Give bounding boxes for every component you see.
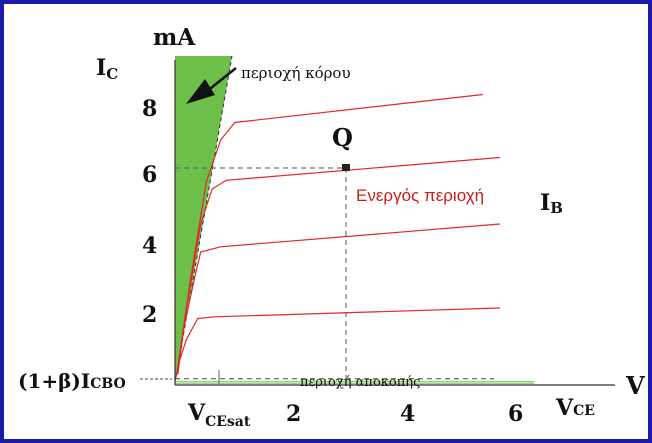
x-tick-6: 6 — [508, 401, 523, 427]
saturation-region-label: περιοχή κόρου — [241, 64, 351, 82]
q-point-label: Q — [332, 123, 353, 152]
y-tick-8: 8 — [142, 96, 157, 122]
ib-label: IB — [540, 190, 563, 217]
collector-curve-4 — [177, 93, 483, 368]
q-point-marker — [342, 164, 350, 171]
collector-curves — [174, 93, 500, 382]
cutoff-region-label: περιοχή αποκοπής — [300, 375, 420, 390]
y-tick-2: 2 — [142, 302, 157, 328]
collector-curve-2 — [177, 223, 500, 375]
y-axis-label: IC — [96, 55, 118, 83]
active-region-label: Ενεργός περιοχή — [356, 186, 484, 205]
saturation-arrow-head — [186, 79, 215, 104]
x-tick-2: 2 — [286, 401, 301, 427]
y-unit-label: mA — [153, 24, 196, 51]
saturation-arrow-shaft — [205, 67, 237, 93]
y-tick-4: 4 — [142, 233, 157, 259]
y-tick-6: 6 — [142, 162, 157, 188]
x-tick-vcesat: VCEsat — [187, 400, 251, 430]
collector-curve-1 — [174, 307, 500, 382]
x-unit-label: V — [625, 371, 645, 400]
saturation-boundary-line — [174, 55, 233, 384]
x-axis-label: VCE — [555, 395, 595, 421]
iceo-label: (1+β)ICBO — [18, 369, 126, 393]
x-tick-4: 4 — [400, 401, 415, 427]
